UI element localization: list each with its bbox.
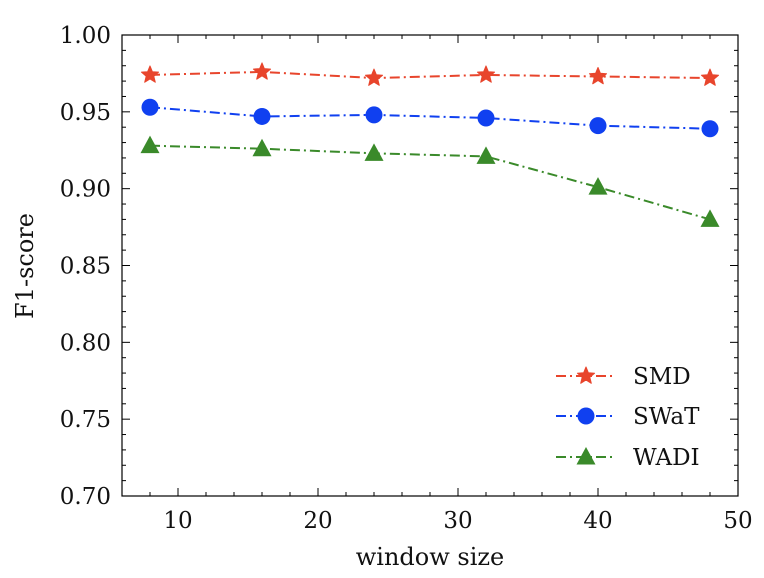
x-tick-label: 50 [723, 508, 752, 534]
legend-label-smd: SMD [633, 364, 691, 390]
data-point-wadi [140, 135, 160, 154]
series-wadi [140, 135, 720, 227]
data-point-smd [364, 68, 384, 86]
data-point-swat [141, 98, 159, 116]
legend-label-wadi: WADI [633, 445, 700, 471]
legend-marker-wadi [576, 447, 596, 465]
data-point-wadi [700, 209, 720, 227]
x-axis-label: window size [356, 543, 505, 571]
data-point-smd [252, 62, 272, 80]
data-point-swat [477, 109, 495, 127]
data-point-smd [700, 68, 720, 86]
series-line-wadi [149, 144, 711, 221]
x-tick-label: 20 [303, 508, 332, 534]
y-axis-label: F1-score [11, 213, 39, 319]
series-layer [140, 62, 720, 227]
series-line-smd [149, 70, 711, 80]
legend: SMD SWaT WADI [556, 364, 700, 471]
data-point-swat [701, 120, 719, 138]
data-point-wadi [588, 177, 608, 195]
data-point-smd [140, 65, 160, 83]
series-smd [140, 62, 720, 86]
data-point-smd [476, 65, 496, 83]
y-tick-label: 0.95 [60, 100, 111, 126]
minor-ticks [121, 35, 738, 496]
y-tick-label: 0.85 [60, 254, 111, 280]
data-point-wadi [364, 143, 384, 161]
plot-area [122, 35, 738, 496]
data-point-wadi [476, 146, 496, 164]
y-tick-label: 0.70 [60, 484, 111, 510]
series-swat [141, 98, 719, 138]
x-tick-label: 40 [583, 508, 612, 534]
y-tick-labels: 0.70 0.75 0.80 0.85 0.90 0.95 1.00 [60, 23, 111, 510]
y-tick-label: 0.75 [60, 407, 111, 433]
plot-frame [121, 34, 739, 497]
x-tick-label: 30 [443, 508, 472, 534]
data-point-smd [588, 66, 608, 85]
data-point-wadi [252, 138, 272, 157]
series-line-swat [149, 106, 711, 130]
legend-label-swat: SWaT [633, 404, 700, 430]
legend-marker-smd [576, 366, 596, 384]
y-tick-label: 1.00 [60, 23, 111, 49]
data-point-swat [365, 106, 383, 124]
data-point-swat [253, 107, 271, 125]
legend-marker-swat [577, 407, 595, 425]
x-tick-labels: 10 20 30 40 50 [163, 508, 752, 534]
y-tick-label: 0.90 [60, 177, 111, 203]
x-tick-label: 10 [163, 508, 192, 534]
y-tick-label: 0.80 [60, 330, 111, 356]
data-point-swat [589, 117, 607, 135]
